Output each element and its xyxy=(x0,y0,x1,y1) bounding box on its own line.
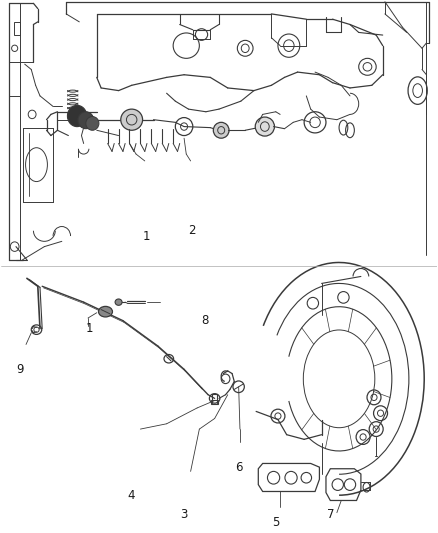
Ellipse shape xyxy=(255,117,275,136)
Bar xyxy=(14,22,20,35)
Text: 5: 5 xyxy=(272,516,279,529)
Ellipse shape xyxy=(115,299,122,305)
Text: 4: 4 xyxy=(127,489,135,502)
Text: 2: 2 xyxy=(188,224,196,237)
Ellipse shape xyxy=(86,117,99,130)
Ellipse shape xyxy=(121,109,143,130)
Text: 9: 9 xyxy=(17,363,24,376)
Text: 1: 1 xyxy=(143,230,150,243)
Ellipse shape xyxy=(99,306,113,317)
Text: 3: 3 xyxy=(180,508,188,521)
Text: 6: 6 xyxy=(235,461,242,474)
Ellipse shape xyxy=(78,112,94,128)
Ellipse shape xyxy=(67,106,87,126)
Bar xyxy=(211,400,218,404)
Text: 1: 1 xyxy=(86,322,93,335)
Ellipse shape xyxy=(213,123,229,138)
Text: 7: 7 xyxy=(327,508,334,521)
Text: 8: 8 xyxy=(201,314,209,327)
